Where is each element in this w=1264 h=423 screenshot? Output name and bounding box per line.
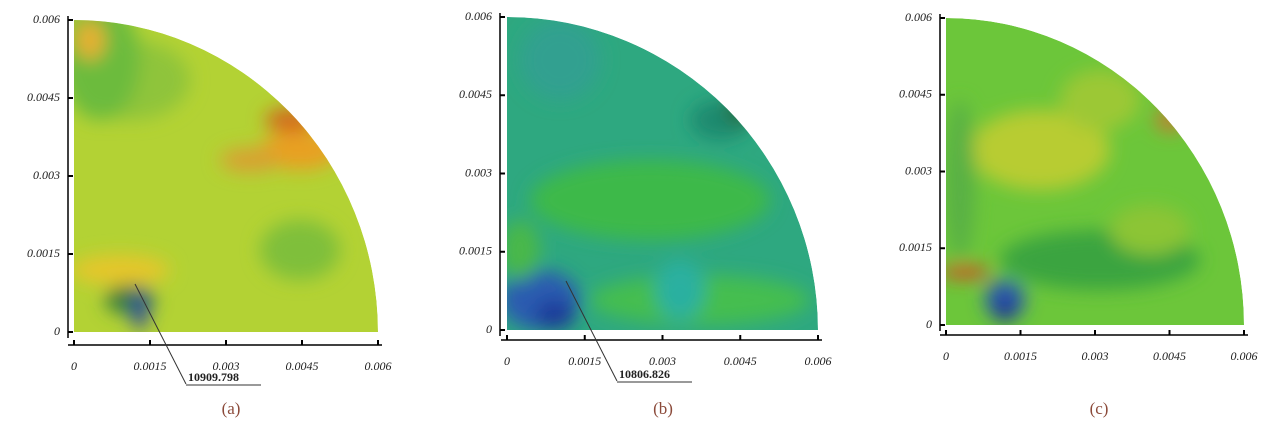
- x-tick-label: 0.003: [213, 359, 240, 373]
- x-tick-label: 0.0015: [134, 359, 167, 373]
- annotation: 10909.798: [188, 370, 239, 384]
- field-region: [132, 290, 148, 330]
- x-tick-label: 0.006: [365, 359, 392, 373]
- caption: (a): [222, 399, 241, 418]
- y-tick-label: 0: [926, 317, 932, 331]
- field-region: [260, 220, 340, 280]
- field-blobs: [946, 70, 1200, 322]
- x-tick-label: 0: [943, 349, 949, 363]
- field-blobs: [74, 20, 340, 330]
- y-tick-label: 0.003: [905, 163, 932, 177]
- field-region: [1155, 108, 1185, 132]
- field-region: [74, 20, 140, 120]
- field-region: [725, 95, 755, 125]
- x-tick-label: 0.0045: [1153, 349, 1186, 363]
- x-tick-label: 0.0015: [568, 354, 601, 368]
- field-region: [507, 220, 540, 280]
- contour-field: [946, 18, 1244, 325]
- contour-field: [507, 17, 818, 330]
- panel: 0 0.0015 0.003 0.0045 0.006 0 0.0015 0.003 0.004…: [27, 12, 392, 418]
- caption: (b): [653, 399, 673, 418]
- panel: 0 0.0015 0.003 0.0045 0.006 0 0.0015 0.003 0.004…: [899, 10, 1258, 418]
- x-tick-label: 0.003: [649, 354, 676, 368]
- x-tick-label: 0.003: [1082, 349, 1109, 363]
- y-tick-label: 0.0015: [899, 240, 932, 254]
- field-region: [1060, 70, 1140, 130]
- y-tick-label: 0.0045: [899, 87, 932, 101]
- y-tick-label: 0.006: [465, 9, 492, 23]
- field-region: [946, 266, 990, 278]
- field-region: [690, 100, 750, 140]
- field-region: [1110, 205, 1190, 255]
- y-tick-label: 0.003: [33, 168, 60, 182]
- y-tick-label: 0: [54, 324, 60, 338]
- field-region: [265, 108, 315, 132]
- panel: 0 0.0015 0.003 0.0045 0.006 0 0.0015 0.003 0.004…: [459, 9, 832, 418]
- field-region: [655, 260, 705, 320]
- field-region: [535, 300, 575, 330]
- x-tick-label: 0.0045: [286, 359, 319, 373]
- y-tick-label: 0.003: [465, 165, 492, 179]
- field-region: [75, 20, 105, 60]
- x-tick-label: 0.0015: [1004, 349, 1037, 363]
- field-blobs: [507, 20, 810, 330]
- y-tick-label: 0.0045: [459, 87, 492, 101]
- annotation-leader: [134, 283, 187, 385]
- y-tick-label: 0: [486, 322, 492, 336]
- caption: (c): [1090, 399, 1109, 418]
- field-region: [946, 100, 975, 260]
- field-region: [520, 20, 600, 100]
- x-tick-label: 0.006: [805, 354, 832, 368]
- annotation: 10806.826: [619, 367, 670, 381]
- field-region: [74, 255, 170, 285]
- field-region: [970, 110, 1110, 190]
- x-tick-label: 0: [504, 354, 510, 368]
- y-tick-label: 0.006: [905, 10, 932, 24]
- y-tick-label: 0.0015: [459, 244, 492, 258]
- x-tick-label: 0.0045: [724, 354, 757, 368]
- y-tick-label: 0.0045: [27, 90, 60, 104]
- field-region: [995, 298, 1015, 322]
- y-tick-label: 0.006: [33, 12, 60, 26]
- x-tick-label: 0: [71, 359, 77, 373]
- field-region: [220, 148, 280, 172]
- y-tick-label: 0.0015: [27, 246, 60, 260]
- x-tick-label: 0.006: [1231, 349, 1258, 363]
- contour-field: [74, 20, 378, 332]
- field-region: [530, 160, 770, 240]
- annotation-leader: [565, 280, 618, 382]
